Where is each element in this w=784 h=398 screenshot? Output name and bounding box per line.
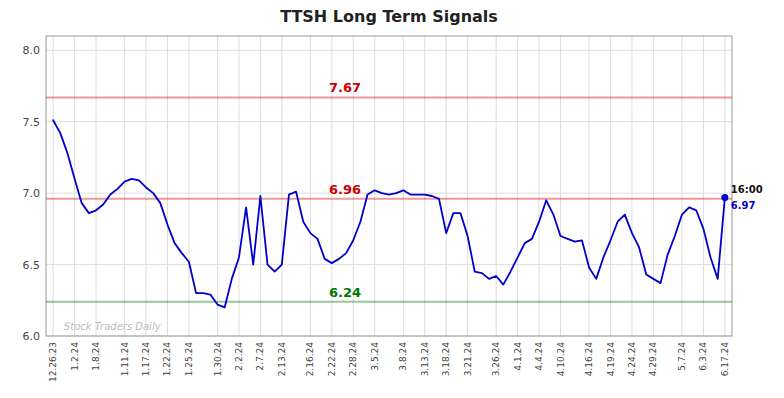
y-tick-label: 7.0 — [23, 187, 41, 200]
price-line — [53, 120, 725, 307]
x-tick-label: 1.30.24 — [213, 342, 223, 377]
x-tick-label: 4.24.24 — [627, 342, 637, 377]
title: TTSH Long Term Signals — [280, 7, 498, 26]
x-tick-label: 1.25.24 — [184, 342, 194, 377]
x-grid-line — [724, 36, 725, 336]
x-grid-line — [217, 36, 218, 336]
x-grid-line — [238, 36, 239, 336]
x-tick-label: 4.16.24 — [584, 342, 594, 377]
x-grid-line — [560, 36, 561, 336]
x-grid-line — [517, 36, 518, 336]
watermark: Stock Traders Daily — [64, 321, 162, 332]
plot-frame — [46, 36, 732, 336]
y-grid-line — [46, 193, 732, 194]
x-tick-label: 2.2.24 — [234, 342, 244, 371]
x-tick-label: 2.28.24 — [348, 342, 358, 377]
x-grid-line — [167, 36, 168, 336]
reference-line-label: 6.24 — [329, 285, 361, 300]
x-tick-label: 2.16.24 — [305, 342, 315, 377]
last-point-label: 6.97 — [731, 200, 756, 211]
x-tick-label: 4.4.24 — [534, 342, 544, 371]
x-tick-label: 2.22.24 — [327, 342, 337, 377]
x-grid-line — [260, 36, 261, 336]
x-tick-label: 2.13.24 — [277, 342, 287, 377]
y-tick-label: 7.5 — [23, 116, 41, 129]
y-tick-label: 8.0 — [23, 44, 41, 57]
x-grid-line — [53, 36, 54, 336]
x-tick-label: 3.18.24 — [441, 342, 451, 377]
x-grid-line — [74, 36, 75, 336]
reference-line-label: 7.67 — [329, 80, 361, 95]
x-tick-label: 12.26.23 — [48, 342, 58, 382]
x-grid-line — [96, 36, 97, 336]
x-grid-line — [446, 36, 447, 336]
x-grid-line — [188, 36, 189, 336]
x-tick-label: 3.26.24 — [491, 342, 501, 377]
grid — [46, 36, 732, 336]
x-grid-line — [124, 36, 125, 336]
x-tick-label: 1.8.24 — [91, 342, 101, 371]
x-tick-label: 4.19.24 — [606, 342, 616, 377]
x-tick-label: 5.7.24 — [677, 342, 687, 371]
y-tick-label: 6.0 — [23, 330, 41, 343]
y-grid-line — [46, 264, 732, 265]
x-tick-label: 1.22.24 — [162, 342, 172, 377]
x-grid-line — [374, 36, 375, 336]
x-grid-line — [496, 36, 497, 336]
x-tick-label: 3.21.24 — [463, 342, 473, 377]
last-point-label: 16:00 — [731, 184, 763, 195]
y-grid-line — [46, 50, 732, 51]
x-tick-label: 6.3.24 — [698, 342, 708, 371]
x-tick-label: 6.17.24 — [720, 342, 730, 377]
x-grid-line — [467, 36, 468, 336]
x-grid-line — [653, 36, 654, 336]
x-grid-line — [610, 36, 611, 336]
x-tick-label: 3.13.24 — [420, 342, 430, 377]
x-grid-line — [681, 36, 682, 336]
y-tick-label: 6.5 — [23, 259, 41, 272]
chart: TTSH Long Term Signals 6.0 6.5 7.0 7.5 8.0 12.… — [0, 0, 784, 398]
x-grid-line — [403, 36, 404, 336]
x-tick-label: 1.17.24 — [141, 342, 151, 377]
x-tick-label: 3.8.24 — [398, 342, 408, 371]
x-grid-line — [539, 36, 540, 336]
reference-line-label: 6.96 — [329, 182, 361, 197]
x-grid-line — [589, 36, 590, 336]
x-tick-label: 1.2.24 — [70, 342, 80, 371]
last-point — [721, 194, 728, 201]
x-tick-label: 4.1.24 — [513, 342, 523, 371]
x-grid-line — [631, 36, 632, 336]
plot-area — [46, 97, 732, 307]
reference-line — [46, 198, 732, 200]
reference-line — [46, 96, 732, 98]
x-grid-line — [281, 36, 282, 336]
x-grid-line — [703, 36, 704, 336]
x-tick-label: 2.7.24 — [255, 342, 265, 371]
x-tick-label: 4.29.24 — [648, 342, 658, 377]
x-grid-line — [424, 36, 425, 336]
x-grid-line — [310, 36, 311, 336]
y-grid-line — [46, 121, 732, 122]
reference-line — [46, 301, 732, 303]
x-tick-label: 4.10.24 — [556, 342, 566, 377]
x-tick-label: 3.5.24 — [370, 342, 380, 371]
x-tick-label: 1.11.24 — [120, 342, 130, 377]
